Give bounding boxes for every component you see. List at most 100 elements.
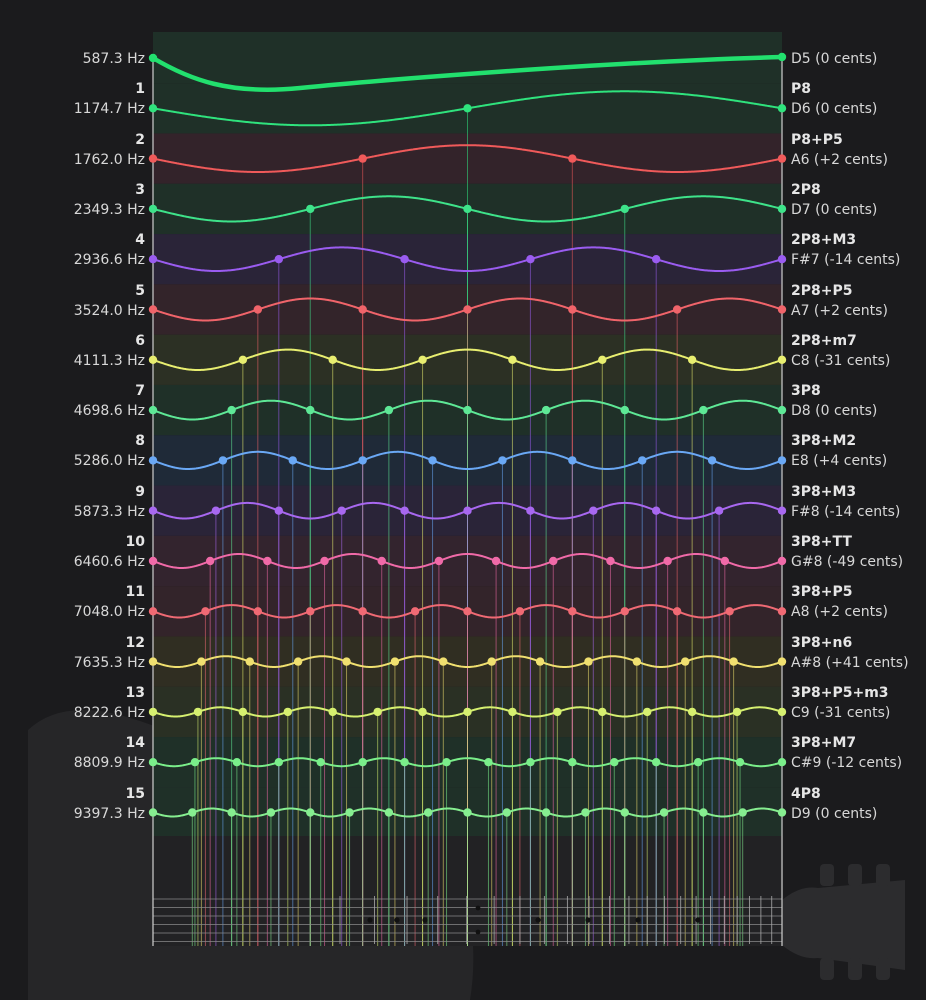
node-dot: [148, 556, 158, 566]
node-dot: [606, 556, 615, 566]
node-dot: [148, 657, 158, 666]
node-dot: [218, 456, 228, 465]
frequency-label: 6460.6 Hz: [73, 554, 145, 570]
note-label: D9 (0 cents): [791, 805, 878, 822]
node-dot: [373, 707, 382, 717]
node-dot: [428, 456, 437, 465]
node-dot: [434, 556, 444, 566]
frequency-label: 5286.0 Hz: [73, 453, 145, 470]
node-dot: [652, 255, 661, 264]
wave-harmonic-2: [152, 144, 783, 173]
interval-label: 2P8+P5: [791, 282, 853, 299]
node-dot: [274, 255, 283, 264]
node-dot: [632, 657, 642, 666]
node-dot: [620, 607, 629, 616]
harmonic-number-label: 13: [125, 684, 145, 701]
node-dot: [410, 607, 420, 616]
fret-marker: [394, 917, 400, 923]
note-label: A6 (+2 cents): [791, 151, 888, 168]
node-dot: [735, 758, 745, 767]
fret-marker: [422, 917, 428, 923]
node-dot: [463, 808, 472, 817]
interval-label: P8+P5: [791, 131, 843, 148]
node-dot: [672, 305, 682, 314]
frequency-label: 1762.0 Hz: [73, 151, 145, 168]
harmonic-number-label: 9: [135, 483, 145, 500]
node-dot: [659, 808, 669, 817]
node-dot: [274, 506, 283, 515]
note-label: F#7 (-14 cents): [791, 252, 901, 269]
harmonic-number-label: 3: [135, 181, 145, 198]
node-dot: [777, 204, 787, 214]
fret-marker: [367, 917, 373, 923]
node-dot: [699, 808, 708, 817]
wave-harmonic-14: [152, 757, 783, 768]
note-label: D8 (0 cents): [791, 403, 878, 420]
node-dot: [148, 607, 158, 616]
node-dot: [463, 607, 472, 616]
node-dot: [288, 456, 297, 465]
frequency-label: 8809.9 Hz: [73, 755, 145, 772]
note-label: C#9 (-12 cents): [791, 755, 903, 772]
note-label: G#8 (-49 cents): [791, 554, 904, 570]
node-dot: [197, 657, 206, 666]
node-dot: [358, 154, 367, 163]
node-dot: [238, 707, 248, 717]
wave-harmonic-10: [152, 552, 783, 570]
node-dot: [777, 707, 787, 717]
node-dot: [463, 506, 472, 515]
interval-label: 3P8: [791, 383, 821, 400]
note-label: D6 (0 cents): [791, 101, 878, 118]
node-dot: [205, 556, 215, 566]
node-dot: [201, 607, 210, 616]
interval-label: 4P8: [791, 785, 821, 802]
node-dot: [777, 52, 787, 62]
interval-label: P8: [791, 81, 812, 98]
node-dot: [190, 758, 200, 767]
node-dot: [581, 808, 590, 817]
interval-label: 2P8: [791, 181, 821, 198]
node-dot: [148, 506, 158, 515]
frequency-label: 8222.6 Hz: [73, 704, 145, 721]
node-dot: [777, 154, 787, 163]
node-dot: [293, 657, 303, 666]
node-dot: [508, 707, 517, 717]
node-dot: [681, 657, 690, 666]
node-dot: [418, 707, 427, 717]
node-dot: [687, 707, 697, 717]
node-dot: [535, 657, 545, 666]
node-dot: [232, 758, 242, 767]
node-dot: [283, 707, 292, 717]
node-dot: [777, 255, 787, 264]
harmonic-number-label: 8: [135, 433, 145, 450]
node-dot: [306, 405, 315, 415]
node-dot: [672, 607, 682, 616]
node-dot: [777, 456, 787, 465]
node-dot: [463, 104, 472, 113]
node-dot: [553, 707, 562, 717]
node-dot: [541, 808, 551, 817]
node-dot: [245, 657, 254, 666]
frequency-label: 5873.3 Hz: [73, 503, 145, 520]
fret-marker: [635, 917, 641, 923]
node-dot: [238, 355, 248, 364]
node-dot: [568, 758, 577, 767]
node-dot: [777, 305, 787, 314]
note-label: A8 (+2 cents): [791, 604, 888, 621]
node-dot: [227, 405, 236, 415]
node-dot: [253, 305, 263, 314]
frequency-label: 2349.3 Hz: [73, 201, 145, 218]
node-dot: [598, 355, 607, 364]
node-dot: [463, 305, 472, 314]
interval-label: 3P8+n6: [791, 634, 853, 651]
node-dot: [188, 808, 197, 817]
node-dot: [358, 305, 367, 314]
node-dot: [423, 808, 433, 817]
interval-label: 3P8+P5: [791, 584, 853, 601]
node-dot: [491, 556, 501, 566]
node-dot: [620, 204, 629, 214]
node-dot: [148, 104, 158, 113]
frequency-label: 3524.0 Hz: [73, 302, 145, 319]
interval-label: 3P8+M7: [791, 735, 857, 752]
node-dot: [306, 204, 315, 214]
